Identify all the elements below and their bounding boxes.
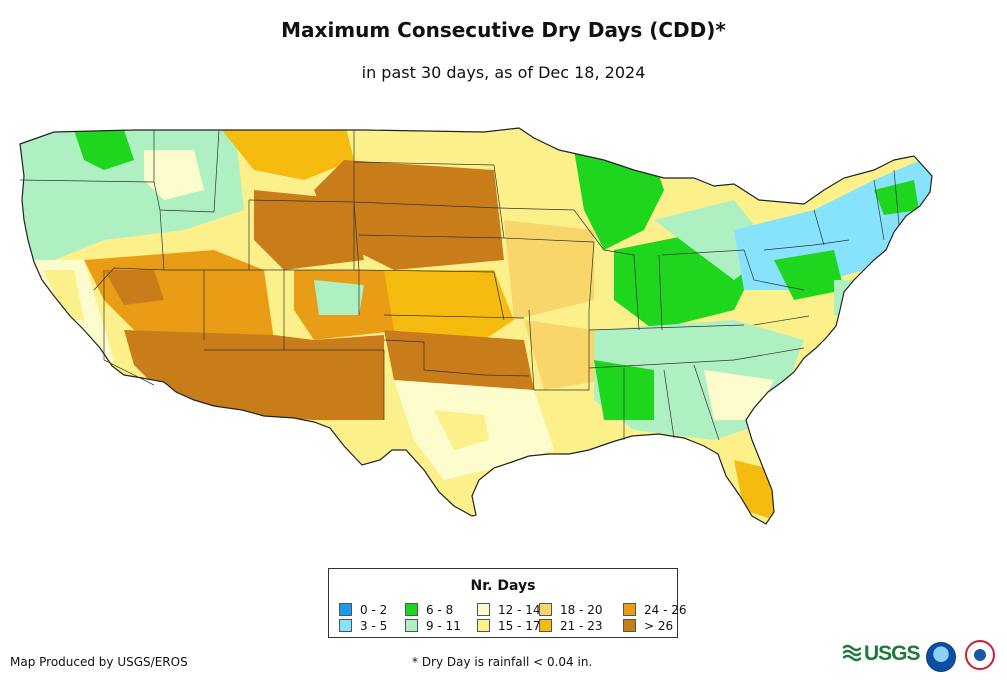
legend-label: > 26 xyxy=(644,619,674,633)
legend-swatch xyxy=(477,619,490,632)
legend-item: 9 - 11 xyxy=(405,619,461,633)
legend-swatch xyxy=(405,603,418,616)
legend-item: > 26 xyxy=(623,619,673,633)
legend-swatch xyxy=(623,603,636,616)
legend-label: 15 - 17 xyxy=(498,619,541,633)
legend-label: 24 - 26 xyxy=(644,603,687,617)
legend: Nr. Days 0 - 2 3 - 5 6 - 8 9 - 11 12 - 14 15 … xyxy=(328,568,687,638)
legend-swatch xyxy=(539,603,552,616)
conus-cdd-map xyxy=(19,127,933,525)
legend-label: 18 - 20 xyxy=(560,603,603,617)
map-subtitle: in past 30 days, as of Dec 18, 2024 xyxy=(361,63,646,82)
legend-label: 0 - 2 xyxy=(360,603,388,617)
legend-item: 24 - 26 xyxy=(623,603,687,617)
legend-item: 21 - 23 xyxy=(539,619,603,633)
legend-label: 21 - 23 xyxy=(560,619,603,633)
legend-swatch xyxy=(339,619,352,632)
legend-label: 9 - 11 xyxy=(426,619,461,633)
legend-item: 6 - 8 xyxy=(405,603,453,617)
legend-item: 0 - 2 xyxy=(339,603,387,617)
legend-item: 18 - 20 xyxy=(539,603,603,617)
map-title: Maximum Consecutive Dry Days (CDD)* xyxy=(281,18,726,42)
legend-label: 3 - 5 xyxy=(360,619,388,633)
legend-swatch xyxy=(405,619,418,632)
legend-item: 15 - 17 xyxy=(477,619,541,633)
usgs-logo-text: USGS xyxy=(864,642,921,665)
legend-swatch xyxy=(623,619,636,632)
legend-item: 3 - 5 xyxy=(339,619,387,633)
noaa-logo xyxy=(926,642,956,672)
legend-swatch xyxy=(339,603,352,616)
legend-title: Nr. Days xyxy=(470,578,536,594)
legend-swatch xyxy=(477,603,490,616)
usgs-logo: USGS xyxy=(843,642,921,668)
legend-label: 6 - 8 xyxy=(426,603,454,617)
credit-text: Map Produced by USGS/EROS xyxy=(10,655,188,669)
legend-item: 12 - 14 xyxy=(477,603,541,617)
footnote-text: * Dry Day is rainfall < 0.04 in. xyxy=(412,655,593,669)
legend-swatch xyxy=(539,619,552,632)
legend-label: 12 - 14 xyxy=(498,603,541,617)
nws-logo xyxy=(965,640,995,670)
usgs-waves-icon xyxy=(843,644,861,662)
